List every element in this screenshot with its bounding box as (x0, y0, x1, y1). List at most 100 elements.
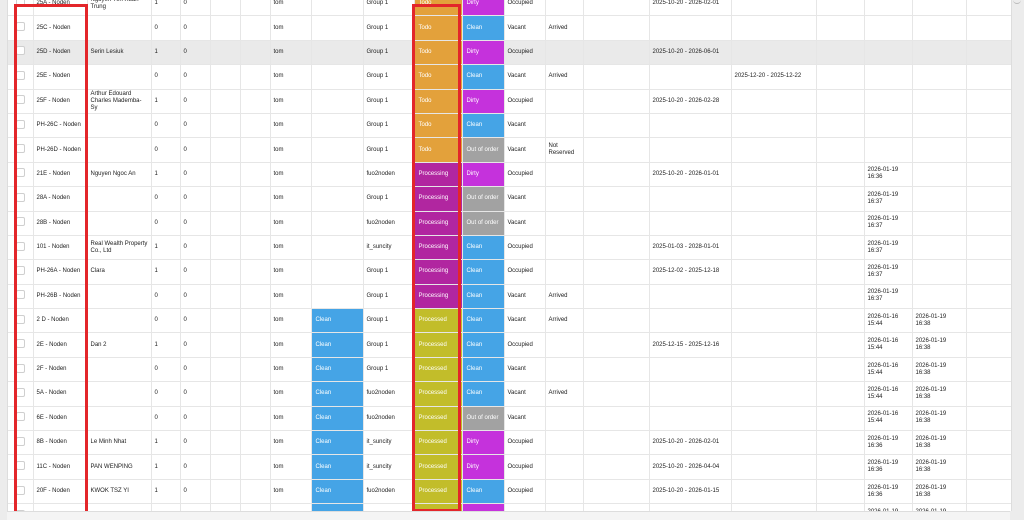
assigned-user-cell: tom (270, 64, 312, 90)
table-row[interactable]: 2 D - Noden 0 0 tom Clean Group 1 Processed Cle… (8, 308, 1011, 334)
table-row[interactable]: PH-26D - Noden 0 0 tom Group 1 Todo Out of ord… (8, 137, 1011, 163)
row-select-cell[interactable] (8, 357, 34, 383)
row-select-cell[interactable] (8, 137, 34, 163)
occupancy-cell: Occupied (504, 162, 546, 188)
count-b-cell: 0 (180, 332, 211, 358)
row-select-cell[interactable] (8, 479, 34, 505)
row-select-cell[interactable] (8, 0, 34, 17)
table-row[interactable]: 2E - Noden Dan 2 1 0 tom Clean Group 1 Processe… (8, 332, 1011, 358)
table-row[interactable]: PH-26B - Noden 0 0 tom Group 1 Processing Clea… (8, 284, 1011, 310)
row-checkbox[interactable] (15, 46, 25, 56)
row-checkbox[interactable] (15, 241, 25, 251)
row-select-cell[interactable] (8, 332, 34, 358)
task-status-cell: Processed (414, 308, 463, 334)
table-row[interactable]: 21E - Noden Nguyen Ngoc An 1 0 tom fuo2noden P… (8, 162, 1011, 188)
row-checkbox[interactable] (15, 22, 25, 32)
row-checkbox[interactable] (15, 461, 25, 471)
row-checkbox[interactable] (15, 119, 25, 129)
empty-cell (583, 64, 650, 90)
next-stay-period-cell (731, 40, 817, 66)
empty-cell (816, 89, 865, 114)
table-row[interactable]: 28A - Noden 0 0 tom Group 1 Processing Out of … (8, 186, 1011, 212)
room-status-cell: Dirty (462, 40, 505, 66)
row-checkbox[interactable] (15, 144, 25, 154)
next-stay-period-cell (731, 259, 817, 285)
room-name-cell: 2 D - Noden (33, 308, 88, 334)
room-status-cell: Dirty (462, 454, 505, 480)
row-checkbox[interactable] (15, 412, 25, 422)
row-checkbox[interactable] (15, 70, 25, 80)
table-row[interactable]: 20F - Noden KWOK TSZ YI 1 0 tom Clean fuo2node… (8, 479, 1011, 505)
housekeeping-status-cell: Clean (311, 406, 364, 432)
table-row[interactable]: 25D - Noden Serin Lesiuk 1 0 tom Group 1 Todo D… (8, 40, 1011, 66)
table-row[interactable]: 2F - Noden 0 0 tom Clean Group 1 Processed Clea… (8, 357, 1011, 383)
row-checkbox[interactable] (15, 265, 25, 275)
row-checkbox[interactable] (15, 192, 25, 202)
assigned-user-cell: tom (270, 454, 312, 480)
table-row[interactable]: 11C - Noden PAN WENPING 1 0 tom Clean it_sunci… (8, 454, 1011, 480)
table-row[interactable]: PH-26C - Noden 0 0 tom Group 1 Todo Clean Vacan… (8, 113, 1011, 139)
horizontal-scrollbar[interactable] (7, 511, 1010, 520)
table-row[interactable]: 21A - NodenCHEN XINGTONG10 tomCleanfuo2no… (8, 503, 1011, 511)
row-checkbox[interactable] (15, 363, 25, 373)
row-checkbox[interactable] (15, 339, 25, 349)
room-name-cell: PH-26C - Noden (33, 113, 88, 139)
row-select-cell[interactable] (8, 186, 34, 212)
table-row[interactable]: 8B - Noden Le Minh Nhat 1 0 tom Clean it_sunci… (8, 430, 1011, 456)
count-b-cell: 0 (180, 186, 211, 212)
table-row[interactable]: 5A - Noden 0 0 tom Clean fuo2noden Processed Cl… (8, 381, 1011, 407)
row-checkbox[interactable] (15, 314, 25, 324)
count-b-cell: 0 (180, 0, 211, 17)
empty-cell (240, 430, 271, 456)
row-select-cell[interactable] (8, 381, 34, 407)
row-select-cell[interactable] (8, 162, 34, 188)
arrival-status-cell (545, 259, 584, 285)
row-select-cell[interactable] (8, 89, 34, 114)
row-checkbox[interactable] (15, 485, 25, 495)
row-select-cell[interactable] (8, 235, 34, 261)
row-select-cell[interactable] (8, 211, 34, 236)
room-status-cell: Dirty (462, 430, 505, 456)
row-select-cell[interactable] (8, 284, 34, 310)
table-row[interactable]: 25C - Noden 0 0 tom Group 1 Todo Clean Vacant Ar… (8, 15, 1011, 41)
table-row[interactable]: 25F - Noden Arthur Edouard Charles Mademb… (8, 89, 1011, 114)
group-cell: Group 1 (363, 64, 415, 90)
row-select-cell[interactable] (8, 64, 34, 90)
row-checkbox[interactable] (15, 95, 25, 105)
empty-cell (240, 89, 271, 114)
row-checkbox[interactable] (15, 387, 25, 397)
row-select-cell[interactable] (8, 15, 34, 41)
end-time-cell: 2026-01-19 16:38 (912, 479, 967, 505)
empty-cell (210, 503, 241, 511)
row-select-cell[interactable] (8, 113, 34, 139)
row-checkbox[interactable] (15, 0, 25, 7)
start-time-cell (864, 137, 913, 163)
room-status-cell: Dirty (462, 89, 505, 114)
row-select-cell[interactable] (8, 503, 34, 511)
count-a-cell: 0 (151, 186, 181, 212)
row-checkbox[interactable] (15, 290, 25, 300)
row-checkbox[interactable] (15, 436, 25, 446)
table-row[interactable]: 6E - Noden 0 0 tom Clean fuo2noden Processed Ou… (8, 406, 1011, 432)
empty-cell (210, 332, 241, 358)
end-time-cell: 2026-01-19 16:38 (912, 454, 967, 480)
table-row[interactable]: 28B - Noden 0 0 tom fuo2noden Processing Out o… (8, 211, 1011, 236)
row-checkbox[interactable] (15, 217, 25, 227)
housekeeping-status-cell (311, 186, 364, 212)
table-row[interactable]: PH-26A - Noden Clara 1 0 tom Group 1 Processin… (8, 259, 1011, 285)
row-select-cell[interactable] (8, 454, 34, 480)
room-status-cell: Clean (462, 235, 505, 261)
row-select-cell[interactable] (8, 430, 34, 456)
row-select-cell[interactable] (8, 259, 34, 285)
room-name-cell: 11C - Noden (33, 454, 88, 480)
row-select-cell[interactable] (8, 308, 34, 334)
empty-cell (966, 64, 1011, 90)
row-checkbox[interactable] (15, 168, 25, 178)
row-select-cell[interactable] (8, 40, 34, 66)
table-row[interactable]: 101 - Noden Real Wealth Property Co., Ltd… (8, 235, 1011, 261)
empty-cell (966, 162, 1011, 188)
empty-cell (210, 113, 241, 139)
row-select-cell[interactable] (8, 406, 34, 432)
table-row[interactable]: 25E - Noden 0 0 tom Group 1 Todo Clean Vacant Ar… (8, 64, 1011, 90)
